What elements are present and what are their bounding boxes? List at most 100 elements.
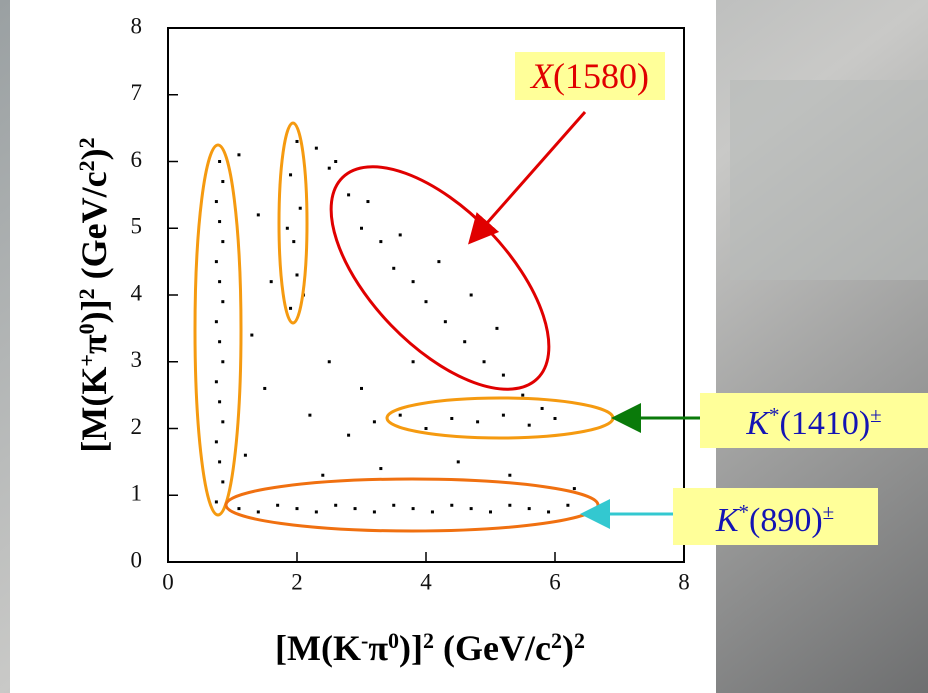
point bbox=[257, 510, 260, 513]
label-part: K bbox=[745, 405, 771, 442]
rich-label: X(1580) bbox=[529, 56, 649, 96]
y-tick-label: 7 bbox=[131, 80, 143, 105]
point bbox=[483, 360, 486, 363]
y-tick-label: 5 bbox=[131, 214, 143, 239]
point bbox=[250, 334, 253, 337]
label-part: 2 bbox=[74, 137, 99, 148]
label-part: π bbox=[368, 628, 388, 668]
point bbox=[286, 227, 289, 230]
point bbox=[215, 500, 218, 503]
point bbox=[547, 510, 550, 513]
label-part: 0 bbox=[74, 323, 99, 334]
label-part: ± bbox=[870, 403, 882, 427]
point bbox=[215, 200, 218, 203]
label-part: (GeV/c bbox=[434, 628, 551, 668]
point bbox=[566, 504, 569, 507]
point bbox=[508, 504, 511, 507]
label-part: ) bbox=[562, 628, 574, 668]
point bbox=[360, 387, 363, 390]
point bbox=[218, 400, 221, 403]
point bbox=[237, 507, 240, 510]
label-part: K bbox=[715, 502, 741, 539]
point bbox=[221, 240, 224, 243]
point bbox=[554, 417, 557, 420]
point bbox=[495, 327, 498, 330]
page: {"chart_data": { "type": "scatter", "x_l… bbox=[0, 0, 928, 693]
point bbox=[347, 434, 350, 437]
slide: 02468012345678 [M(K-π0)]2 (GeV/c2)2[M(K+… bbox=[0, 0, 928, 693]
label-part: ± bbox=[823, 500, 835, 524]
label-part: 2 bbox=[423, 628, 434, 653]
point bbox=[289, 173, 292, 176]
point bbox=[502, 374, 505, 377]
point bbox=[528, 507, 531, 510]
rich-label: K*(1410)± bbox=[745, 403, 881, 442]
point bbox=[263, 387, 266, 390]
point bbox=[412, 280, 415, 283]
point bbox=[450, 417, 453, 420]
point bbox=[315, 510, 318, 513]
y-tick-label: 6 bbox=[131, 147, 143, 172]
y-tick-label: 2 bbox=[131, 414, 143, 439]
point bbox=[444, 320, 447, 323]
point bbox=[215, 260, 218, 263]
point bbox=[476, 420, 479, 423]
point bbox=[399, 414, 402, 417]
point bbox=[218, 280, 221, 283]
y-tick-label: 3 bbox=[131, 347, 143, 372]
point bbox=[412, 360, 415, 363]
label-part: (GeV/c bbox=[74, 171, 114, 288]
point bbox=[470, 507, 473, 510]
x-tick-label: 2 bbox=[291, 569, 303, 594]
point bbox=[521, 394, 524, 397]
label-part: (1580) bbox=[553, 56, 649, 96]
point bbox=[215, 380, 218, 383]
point bbox=[237, 153, 240, 156]
background-shape bbox=[730, 80, 928, 280]
point bbox=[360, 227, 363, 230]
point bbox=[215, 440, 218, 443]
point bbox=[218, 160, 221, 163]
point bbox=[244, 454, 247, 457]
point bbox=[508, 474, 511, 477]
point bbox=[276, 504, 279, 507]
point bbox=[399, 233, 402, 236]
point bbox=[573, 487, 576, 490]
point bbox=[425, 300, 428, 303]
point bbox=[221, 360, 224, 363]
point bbox=[289, 307, 292, 310]
plot-panel bbox=[10, 0, 716, 693]
y-tick-label: 1 bbox=[131, 481, 143, 506]
point bbox=[437, 260, 440, 263]
point bbox=[296, 507, 299, 510]
point bbox=[218, 460, 221, 463]
point bbox=[412, 507, 415, 510]
point bbox=[392, 504, 395, 507]
point bbox=[328, 360, 331, 363]
label-part: π bbox=[74, 334, 114, 354]
label-part: 2 bbox=[574, 628, 585, 653]
point bbox=[299, 207, 302, 210]
point bbox=[347, 193, 350, 196]
point bbox=[528, 424, 531, 427]
label-part: 0 bbox=[388, 628, 399, 653]
point bbox=[257, 213, 260, 216]
point bbox=[431, 510, 434, 513]
label-part: )] bbox=[74, 299, 114, 323]
point bbox=[221, 180, 224, 183]
point bbox=[373, 510, 376, 513]
point bbox=[450, 504, 453, 507]
point bbox=[392, 267, 395, 270]
label-part: ) bbox=[74, 148, 114, 160]
y-tick-label: 8 bbox=[131, 13, 143, 38]
point bbox=[541, 407, 544, 410]
label-part: [M(K bbox=[275, 628, 361, 668]
label-part: * bbox=[739, 500, 750, 524]
point bbox=[489, 510, 492, 513]
point bbox=[221, 300, 224, 303]
x-tick-label: 4 bbox=[420, 569, 432, 594]
point bbox=[334, 160, 337, 163]
point bbox=[379, 240, 382, 243]
label-part: - bbox=[361, 628, 368, 653]
point bbox=[366, 200, 369, 203]
